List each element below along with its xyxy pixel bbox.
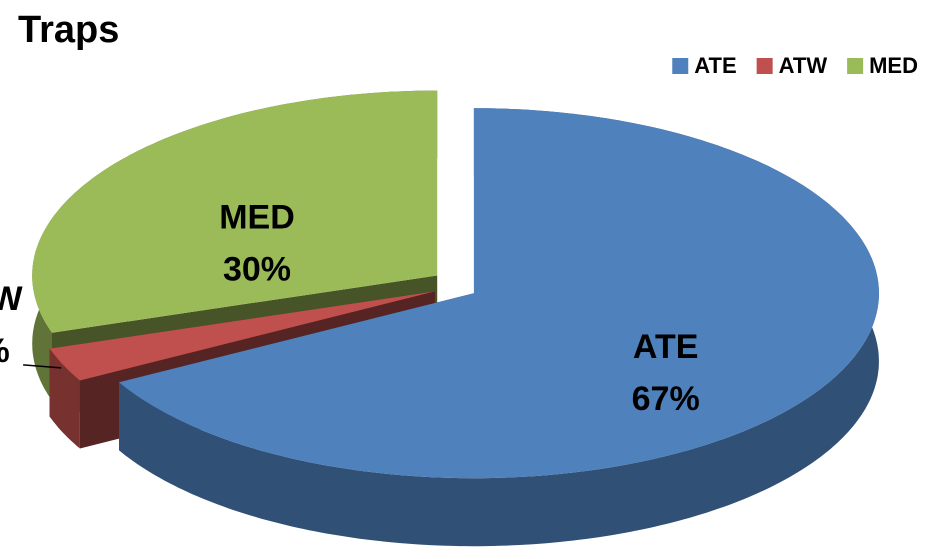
data-label: 67%	[632, 380, 700, 418]
legend-label: ATE	[694, 53, 736, 78]
slice	[119, 108, 879, 547]
slice-side	[49, 348, 80, 449]
data-label: 3%	[0, 332, 10, 370]
data-label-category: ATE	[633, 328, 698, 366]
legend-swatch	[756, 58, 773, 74]
data-label: 30%	[223, 251, 291, 289]
legend-label: MED	[869, 53, 918, 78]
data-label-category: ATW	[0, 280, 23, 318]
leader-line	[23, 364, 62, 369]
legend-swatch	[847, 58, 864, 74]
legend-label: ATW	[779, 53, 828, 78]
slice	[49, 291, 435, 381]
legend: MED ATW ATE	[672, 53, 918, 78]
legend-swatch	[672, 58, 689, 74]
chart-title: Traps	[18, 9, 119, 51]
data-label-category: MED	[219, 199, 295, 237]
slice	[119, 108, 879, 479]
slice	[32, 90, 438, 333]
